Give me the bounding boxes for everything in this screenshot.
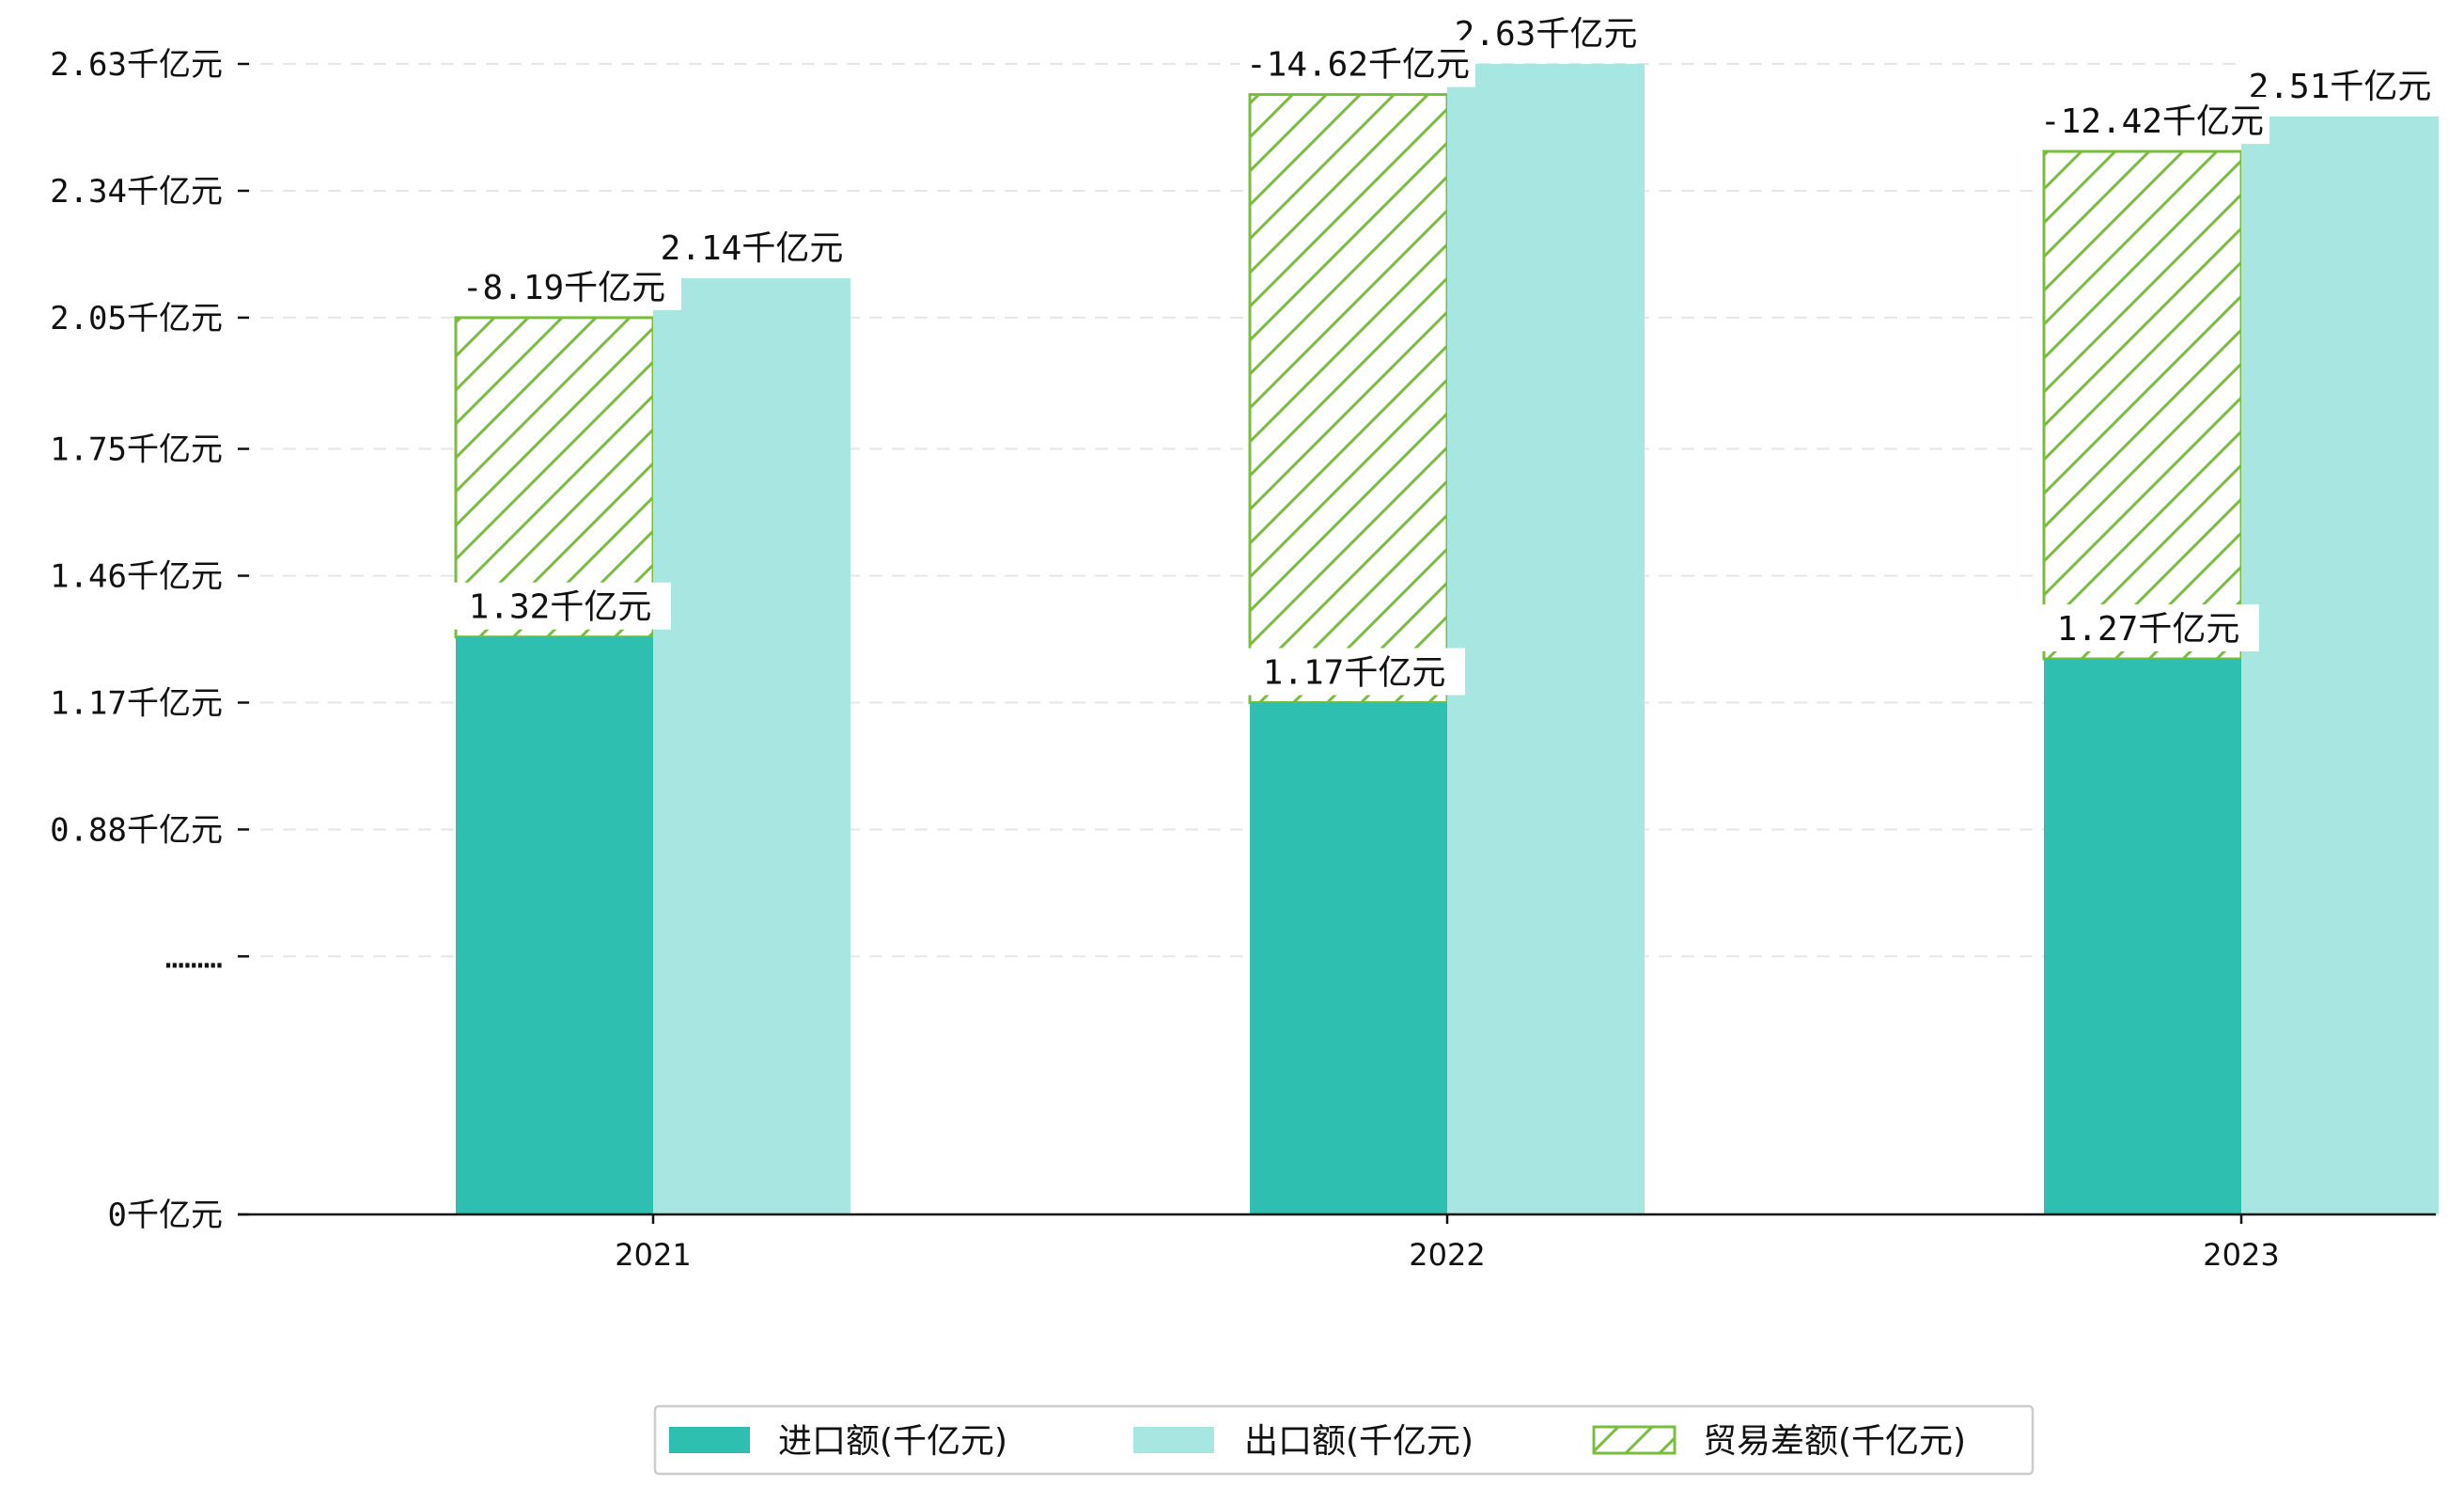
bar-export — [1447, 64, 1645, 1214]
bar-export — [2241, 116, 2439, 1215]
bar-import — [1250, 702, 1447, 1214]
data-labels-layer: 2.14千亿元-8.19千亿元 1.32千亿元 2.63千亿元-14.62千亿元 1.… — [446, 9, 2443, 696]
legend-label: 出口额(千亿元) — [1244, 1422, 1474, 1461]
y-tick-label: 1.17千亿元 — [50, 684, 223, 722]
y-tick-label: 0.88千亿元 — [50, 811, 223, 849]
data-label-bg — [2237, 61, 2443, 109]
data-label-bg — [449, 582, 671, 630]
data-label: -14.62千亿元 — [1246, 46, 1470, 85]
x-tick-label: 2023 — [2203, 1237, 2279, 1273]
data-label-bg — [1243, 648, 1465, 696]
data-label-bg — [2035, 97, 2269, 145]
x-axis: 2021 2022 2023 — [615, 1214, 2280, 1273]
data-label-bg — [2037, 603, 2259, 651]
legend-label: 贸易差额(千亿元) — [1703, 1422, 1966, 1461]
legend-label: 进口额(千亿元) — [778, 1422, 1007, 1461]
data-label: 1.17千亿元 — [1263, 653, 1446, 692]
y-tick-label: ……… — [165, 938, 223, 976]
legend-swatch — [1133, 1427, 1214, 1453]
y-tick-label: 1.46千亿元 — [50, 558, 223, 596]
y-axis: 0千亿元 ……… 0.88千亿元 1.17千亿元 1.46千亿元 1.75千亿元 2.05千… — [50, 46, 249, 1234]
bar-trade-gap — [1248, 93, 1449, 704]
legend-swatch — [1592, 1425, 1676, 1455]
bar-trade-gap — [2042, 149, 2243, 661]
legend-swatch — [669, 1427, 750, 1453]
y-tick-label: 1.75千亿元 — [50, 431, 223, 469]
data-label: 2.14千亿元 — [661, 229, 844, 268]
data-label: 1.27千亿元 — [2057, 610, 2240, 649]
data-label: 2.63千亿元 — [1455, 15, 1638, 54]
data-label-bg — [648, 224, 855, 272]
y-tick-label: 2.05千亿元 — [50, 300, 223, 337]
y-tick-label: 2.63千亿元 — [50, 46, 223, 84]
data-label: 1.32千亿元 — [469, 588, 652, 627]
legend: 进口额(千亿元) 出口额(千亿元) 贸易差额(千亿元) — [653, 1404, 2035, 1476]
y-tick-label: 2.34千亿元 — [50, 173, 223, 211]
legend-frame — [653, 1404, 2035, 1476]
y-tick-label: 0千亿元 — [108, 1197, 223, 1234]
data-label-bg — [1443, 9, 1649, 56]
data-label: -12.42千亿元 — [2040, 102, 2264, 141]
data-label: 2.51千亿元 — [2249, 68, 2432, 106]
x-tick-label: 2022 — [1409, 1237, 1485, 1273]
data-label-bg — [446, 262, 681, 310]
data-label-bg — [1240, 39, 1475, 87]
bars-layer — [454, 64, 2439, 1215]
data-label: -8.19千亿元 — [462, 269, 665, 307]
bar-import — [456, 636, 653, 1214]
bar-export — [653, 278, 850, 1214]
bar-import — [2044, 658, 2241, 1214]
x-tick-label: 2021 — [615, 1237, 691, 1273]
